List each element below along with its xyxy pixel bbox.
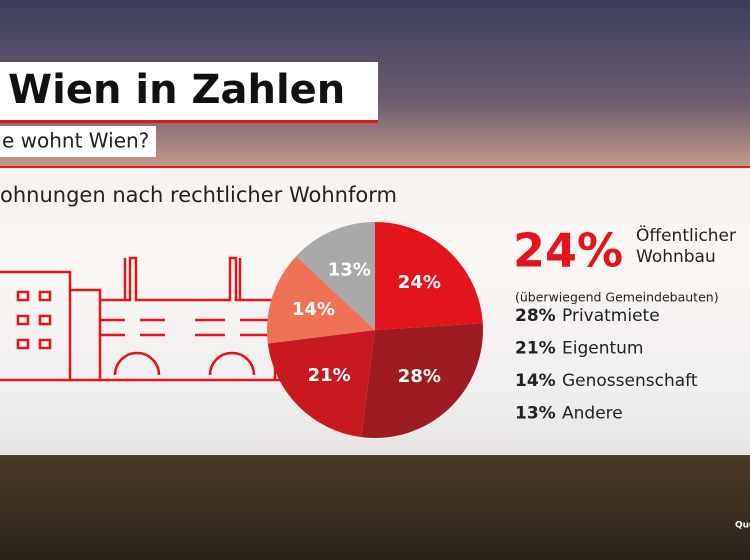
source: Que (735, 521, 750, 531)
subtitle: e wohnt Wien? (2, 129, 149, 153)
pie-slice (267, 330, 375, 438)
pie-slice (375, 222, 483, 330)
slice-label: 28% (398, 366, 441, 387)
legend-value-big: 24% (513, 224, 623, 278)
pie-slice (296, 222, 375, 330)
heading-rule (0, 166, 750, 168)
building-illustration (0, 256, 285, 382)
slice-label: 14% (292, 299, 335, 320)
note: (überwiegend Gemeindebauten) (515, 290, 719, 305)
legend-label: Privatmiete (562, 306, 660, 326)
legend-label: Öffentlicher Wohnbau (636, 226, 737, 267)
slice-label: 13% (328, 260, 371, 281)
legend-value: 21% (515, 339, 556, 359)
legend-label: Genossenschaft (562, 371, 698, 391)
pie-slice (267, 256, 375, 344)
title: Wien in Zahlen (8, 67, 345, 113)
heading: ohnungen nach rechtlicher Wohnform (0, 183, 397, 207)
legend-value: 14% (515, 371, 556, 391)
title-rule (0, 120, 378, 123)
legend-value: 28% (515, 306, 556, 326)
title-box (0, 62, 378, 120)
legend-label: Eigentum (562, 339, 644, 359)
legend-value: 13% (515, 404, 556, 424)
subtitle-box (0, 126, 156, 157)
legend-label: Andere (562, 404, 623, 424)
slice-label: 24% (398, 272, 441, 293)
pie-slice (361, 323, 483, 438)
slice-label: 21% (308, 365, 351, 386)
